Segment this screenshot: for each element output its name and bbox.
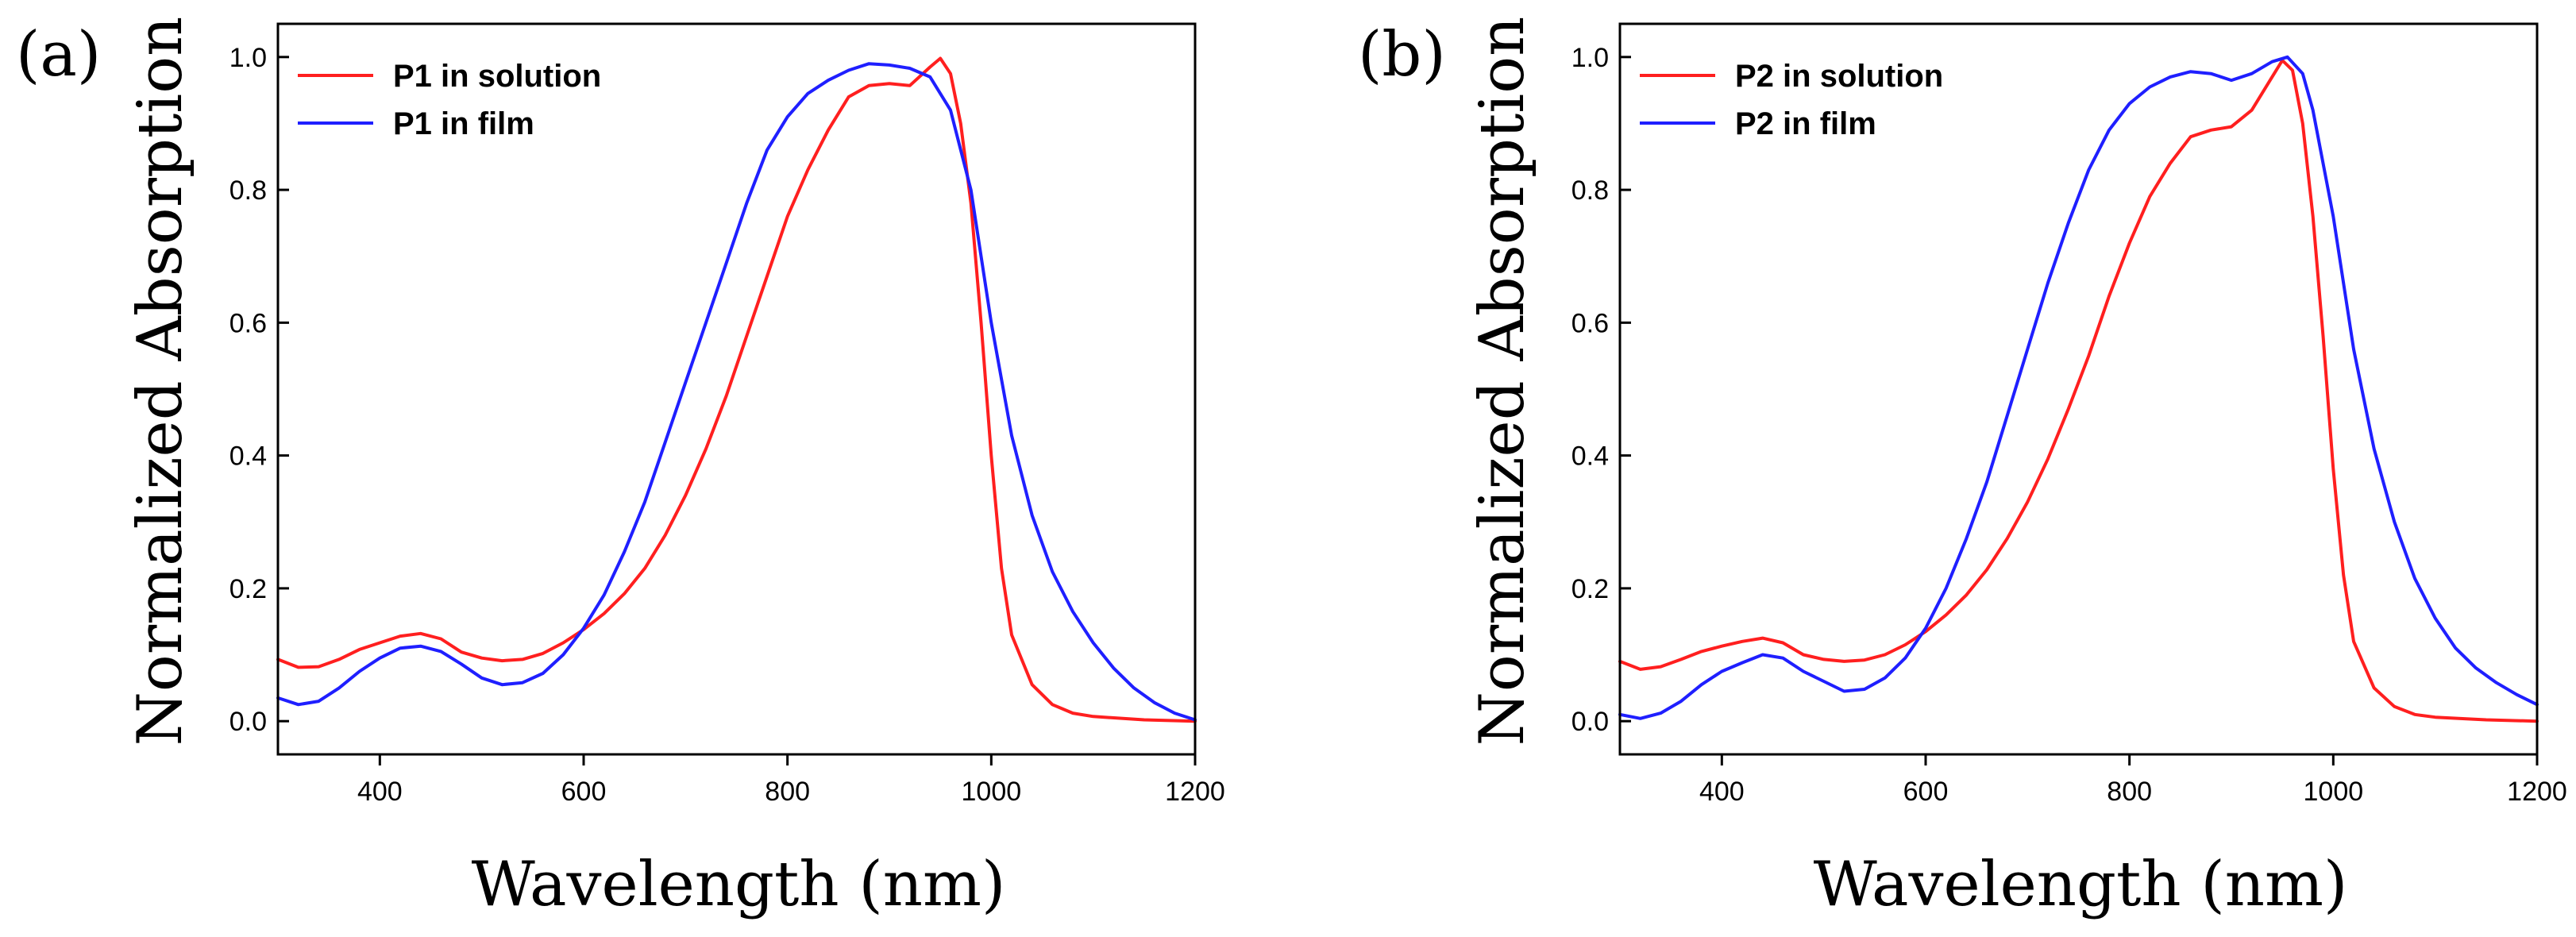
panel-b-x-axis-title: Wavelength (nm) (1814, 849, 2348, 920)
panel-b-x-tick-label-0: 400 (1699, 777, 1745, 807)
panel-a-y-tick-label-2: 0.4 (229, 442, 267, 472)
panel-a-x-tick-label-0: 400 (357, 777, 403, 807)
panel-a-y-tick-label-1: 0.2 (229, 574, 267, 604)
panel-a-plot-area: 0.0 0.2 0.4 0.6 0.8 1.0 400 600 800 1000… (229, 22, 1225, 807)
panel-b-legend-label-solution: P2 in solution (1735, 59, 1943, 94)
panel-a-y-tick-label-5: 1.0 (229, 43, 267, 73)
panel-a-legend-label-solution: P1 in solution (393, 59, 601, 94)
panel-b-series-p2-solution (1618, 59, 2539, 723)
panel-a-y-tick-label-3: 0.6 (229, 308, 267, 338)
panel-b-y-tick-label-5: 1.0 (1571, 43, 1609, 73)
panel-a-y-tick-label-0: 0.0 (229, 707, 267, 737)
panel-b-series-p2-film (1618, 55, 2539, 720)
panel-a: (a) Normalized Absorption Wavelength (nm… (16, 17, 1225, 920)
panel-a-x-ticks: 400 600 800 1000 1200 (357, 754, 1225, 807)
panel-b-plot-area: 0.0 0.2 0.4 0.6 0.8 1.0 400 600 800 1000… (1571, 22, 2567, 807)
panel-b-x-tick-label-3: 1000 (2304, 777, 2364, 807)
panel-a-x-tick-label-3: 1000 (962, 777, 1022, 807)
panel-b-legend-label-film: P2 in film (1735, 106, 1876, 141)
panel-a-x-tick-label-4: 1200 (1165, 777, 1225, 807)
panel-b: (b) Normalized Absorption Wavelength (nm… (1358, 17, 2567, 920)
panel-a-plot-frame (276, 22, 1197, 756)
panel-b-series-group (1618, 55, 2539, 723)
panel-a-x-tick-label-2: 800 (765, 777, 810, 807)
panel-b-y-tick-label-4: 0.8 (1571, 175, 1609, 206)
panel-a-x-tick-label-1: 600 (561, 777, 607, 807)
panel-a-x-axis-title: Wavelength (nm) (472, 849, 1006, 920)
panel-a-series-p1-solution (276, 56, 1197, 723)
panel-a-y-tick-label-4: 0.8 (229, 175, 267, 206)
panel-a-y-axis-title: Normalized Absorption (125, 17, 196, 746)
panel-b-plot-frame (1618, 22, 2539, 756)
panel-b-label: (b) (1358, 19, 1446, 91)
panel-b-y-tick-label-1: 0.2 (1571, 574, 1609, 604)
panel-a-legend: P1 in solution P1 in film (298, 59, 601, 141)
panel-a-legend-label-film: P1 in film (393, 106, 534, 141)
panel-a-y-ticks: 0.0 0.2 0.4 0.6 0.8 1.0 (229, 43, 289, 737)
panel-b-x-tick-label-4: 1200 (2507, 777, 2567, 807)
panel-a-series-p1-film (276, 62, 1197, 722)
panel-b-y-tick-label-3: 0.6 (1571, 308, 1609, 338)
panel-b-x-ticks: 400 600 800 1000 1200 (1699, 754, 2567, 807)
panel-b-x-tick-label-1: 600 (1903, 777, 1949, 807)
panel-b-x-tick-label-2: 800 (2107, 777, 2152, 807)
panel-b-legend: P2 in solution P2 in film (1640, 59, 1943, 141)
panel-b-y-axis-title: Normalized Absorption (1467, 17, 1538, 746)
panel-b-y-tick-label-0: 0.0 (1571, 707, 1609, 737)
panel-a-label: (a) (16, 19, 101, 91)
panel-b-y-tick-label-2: 0.4 (1571, 442, 1609, 472)
panel-a-series-group (276, 56, 1197, 723)
panel-b-y-ticks: 0.0 0.2 0.4 0.6 0.8 1.0 (1571, 43, 1631, 737)
